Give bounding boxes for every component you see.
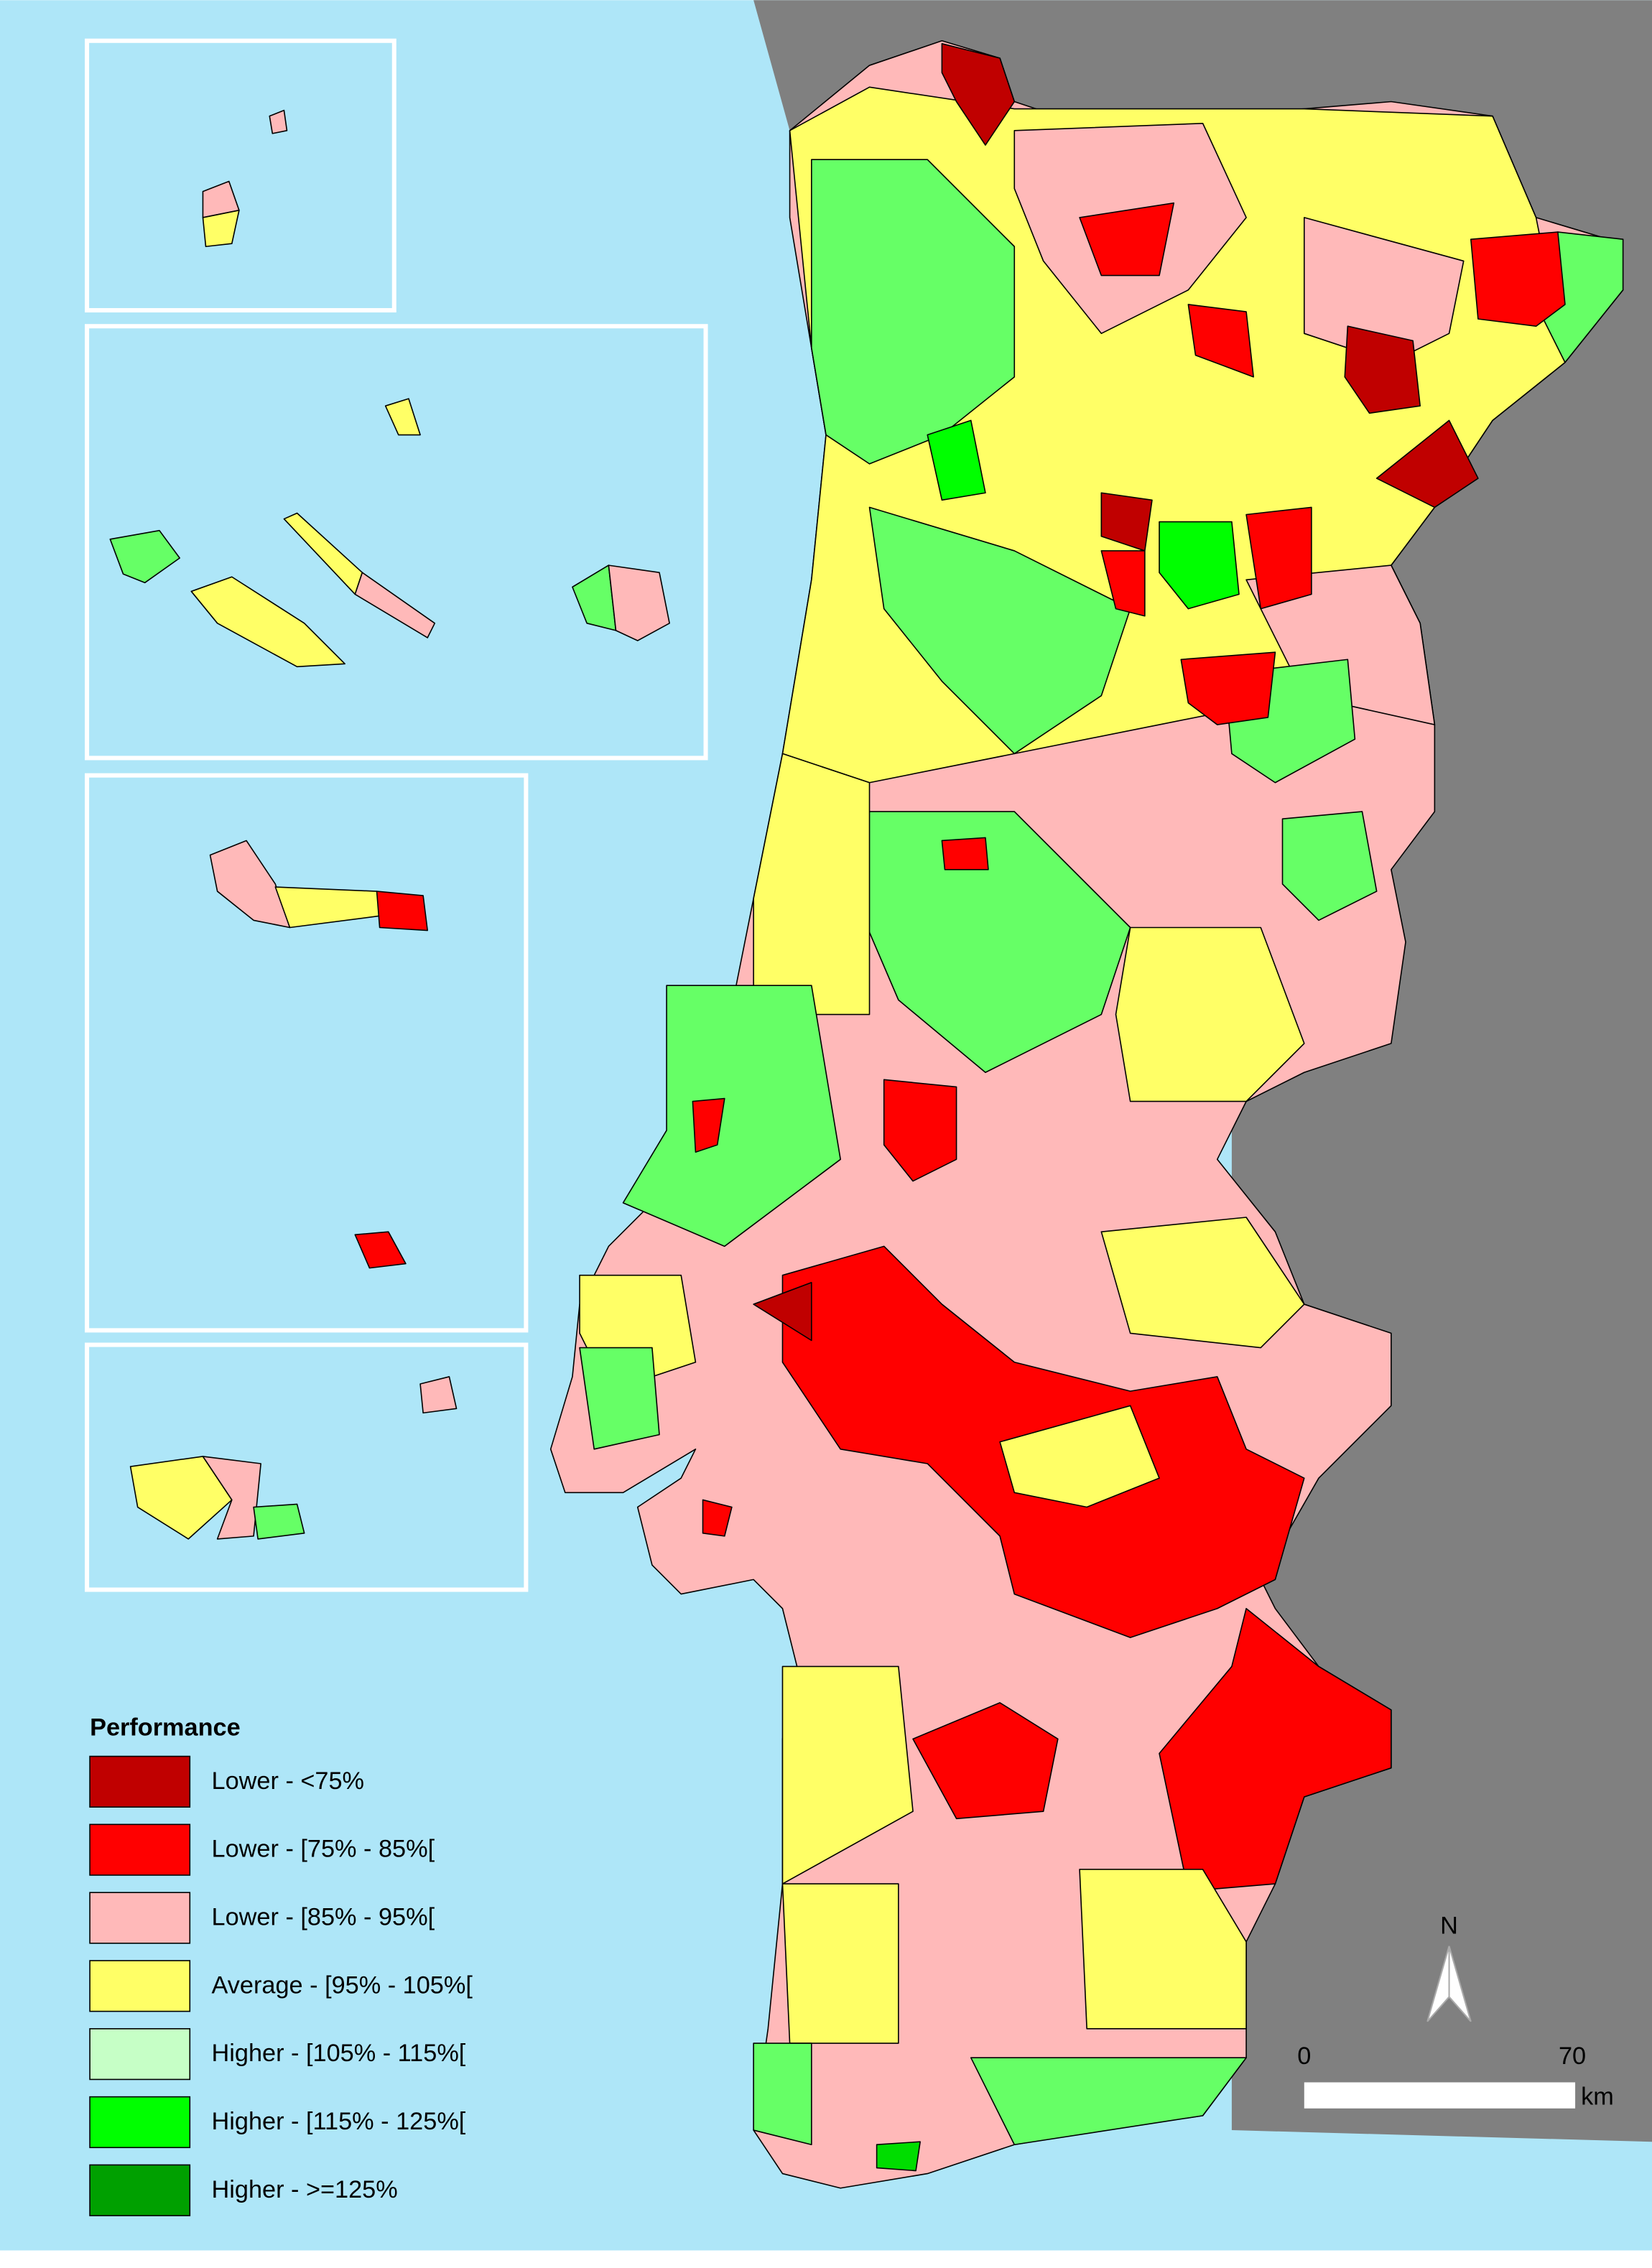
scale-end: 70 — [1559, 2042, 1586, 2070]
north-arrow: N — [1426, 1913, 1472, 2022]
legend-swatch — [89, 2028, 191, 2081]
legend-label: Lower - [75% - 85%[ — [212, 1836, 435, 1863]
legend-items: Lower - <75% Lower - [75% - 85%[ Lower - [… — [89, 1755, 473, 2216]
legend-label: Average - [95% - 105%[ — [212, 1971, 473, 1999]
scale-unit: km — [1581, 2083, 1614, 2111]
spain — [753, 0, 1652, 2142]
legend-swatch — [89, 1892, 191, 1944]
legend-label: Lower - [85% - 95%[ — [212, 1904, 435, 1931]
inset-frame — [85, 324, 708, 761]
legend-swatch — [89, 1755, 191, 1808]
north-label: N — [1440, 1913, 1458, 1940]
legend-label: Higher - [115% - 125%[ — [212, 2108, 466, 2135]
scale-bar: 0 70 km — [1297, 2042, 1614, 2110]
legend-swatch — [89, 1823, 191, 1876]
legend-swatch — [89, 1960, 191, 2012]
arrow-left — [1426, 1946, 1450, 2022]
inset-frame — [85, 1342, 529, 1592]
inset-frame — [85, 773, 529, 1333]
inset-frame — [85, 38, 396, 313]
legend-swatch — [89, 2096, 191, 2149]
mainland — [549, 39, 1624, 2189]
legend-label: Higher - >=125% — [212, 2176, 398, 2203]
insets — [85, 38, 708, 1592]
legend-title: Performance — [90, 1714, 241, 1741]
legend-label: Lower - <75% — [212, 1767, 364, 1795]
scale-start: 0 — [1297, 2042, 1311, 2070]
legend-swatch — [89, 2164, 191, 2216]
scale-rect — [1304, 2082, 1576, 2109]
legend-label: Higher - [105% - 115%[ — [212, 2040, 466, 2067]
legend: Performance Lower - <75% Lower - [75% - 8… — [89, 1714, 473, 2216]
